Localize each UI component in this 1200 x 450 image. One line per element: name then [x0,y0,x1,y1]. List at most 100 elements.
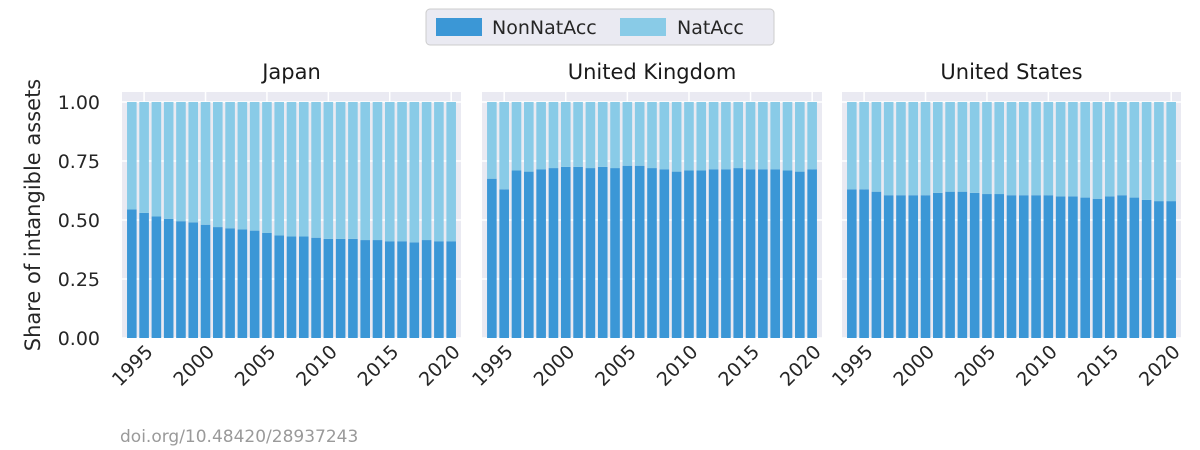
bar-nonnatacc [213,227,223,338]
bar-nonnatacc [151,216,162,338]
bar-natacc [524,102,534,172]
x-tick-label: 2010 [292,341,342,391]
bar-nonnatacc [434,241,444,338]
bar-nonnatacc [536,169,546,338]
bar-natacc [758,102,768,170]
bar-nonnatacc [896,195,906,338]
bar-nonnatacc [1129,197,1140,338]
bar-natacc [434,102,444,242]
bar-natacc [1166,102,1176,202]
bar-natacc [360,102,370,241]
bar-nonnatacc [139,212,149,338]
legend: NonNatAcc NatAcc [425,8,775,46]
bar-nonnatacc [847,189,857,338]
panel-title: United Kingdom [568,60,737,84]
bar-nonnatacc [634,165,645,338]
x-tick-label: 2005 [951,341,1001,391]
bar-natacc [770,102,780,170]
bar-nonnatacc [1006,195,1017,338]
bar-nonnatacc [1018,195,1029,338]
bar-natacc [871,102,882,192]
bar-natacc [634,102,645,166]
bar-nonnatacc [1117,195,1127,338]
bar-nonnatacc [225,228,235,338]
bar-nonnatacc [397,241,407,338]
bar-nonnatacc [274,235,285,338]
bar-nonnatacc [200,224,211,338]
bar-nonnatacc [671,171,682,338]
bar-natacc [237,102,248,230]
bar-nonnatacc [524,171,534,338]
bar-nonnatacc [733,168,744,338]
bar-natacc [311,102,321,238]
bar-natacc [348,102,358,239]
doi-link[interactable]: doi.org/10.48420/28937243 [120,427,358,447]
bar-natacc [597,102,608,167]
bar-nonnatacc [499,189,509,338]
bar-nonnatacc [323,238,334,338]
bar-nonnatacc [933,192,943,338]
legend-swatch-nonnatacc [436,18,482,36]
bar-nonnatacc [348,238,358,338]
bar-nonnatacc [782,170,793,338]
bar-natacc [933,102,943,193]
bar-nonnatacc [360,240,370,338]
bar-natacc [610,102,620,169]
bar-natacc [859,102,869,190]
bar-natacc [647,102,657,169]
bar-nonnatacc [384,241,395,338]
bar-natacc [671,102,682,172]
bar-natacc [1018,102,1029,196]
bar-nonnatacc [188,222,199,338]
bar-natacc [384,102,395,242]
x-tick-label: 2020 [415,341,465,391]
bar-natacc [536,102,546,170]
bar-natacc [908,102,919,196]
bar-nonnatacc [708,169,719,338]
bar-nonnatacc [511,170,522,338]
panel-title: Japan [260,60,321,84]
panel-title: United States [940,60,1082,84]
x-tick-label: 2005 [231,341,281,391]
bar-natacc [421,102,432,241]
y-tick-label: 0.75 [58,151,100,173]
y-tick-label: 1.00 [58,92,100,114]
bar-nonnatacc [1055,196,1066,338]
bar-natacc [1104,102,1115,197]
bar-nonnatacc [1068,196,1078,338]
legend-swatch-natacc [620,18,666,36]
bar-natacc [1031,102,1041,196]
bar-natacc [1068,102,1078,197]
legend-label-nonnatacc: NonNatAcc [492,17,597,39]
bar-nonnatacc [745,169,756,338]
x-tick-label: 2000 [530,341,580,391]
bar-natacc [499,102,509,190]
bar-nonnatacc [945,191,955,338]
bar-natacc [982,102,992,195]
bar-nonnatacc [1104,196,1115,338]
bar-nonnatacc [1141,199,1152,338]
bar-natacc [807,102,817,170]
bar-natacc [585,102,596,169]
bar-natacc [684,102,694,171]
bar-nonnatacc [446,241,456,338]
bar-nonnatacc [372,240,383,338]
bar-natacc [335,102,346,239]
bar-nonnatacc [409,242,420,338]
bar-natacc [127,102,137,210]
y-axis-label: Share of intangible assets [21,79,45,352]
bar-natacc [573,102,583,167]
x-tick-label: 2020 [1135,341,1185,391]
bar-nonnatacc [684,170,694,338]
bar-natacc [782,102,793,171]
bar-natacc [708,102,719,170]
bar-nonnatacc [859,189,869,338]
bar-natacc [323,102,334,239]
bar-natacc [1141,102,1152,200]
bar-nonnatacc [335,238,346,338]
bar-nonnatacc [585,168,596,338]
legend-label-natacc: NatAcc [677,17,744,39]
y-tick-label: 0.00 [58,328,100,350]
x-tick-label: 2010 [1012,341,1062,391]
